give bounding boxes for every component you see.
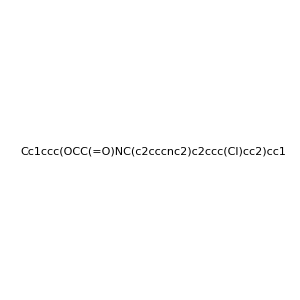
Text: Cc1ccc(OCC(=O)NC(c2cccnc2)c2ccc(Cl)cc2)cc1: Cc1ccc(OCC(=O)NC(c2cccnc2)c2ccc(Cl)cc2)c… (21, 146, 287, 157)
